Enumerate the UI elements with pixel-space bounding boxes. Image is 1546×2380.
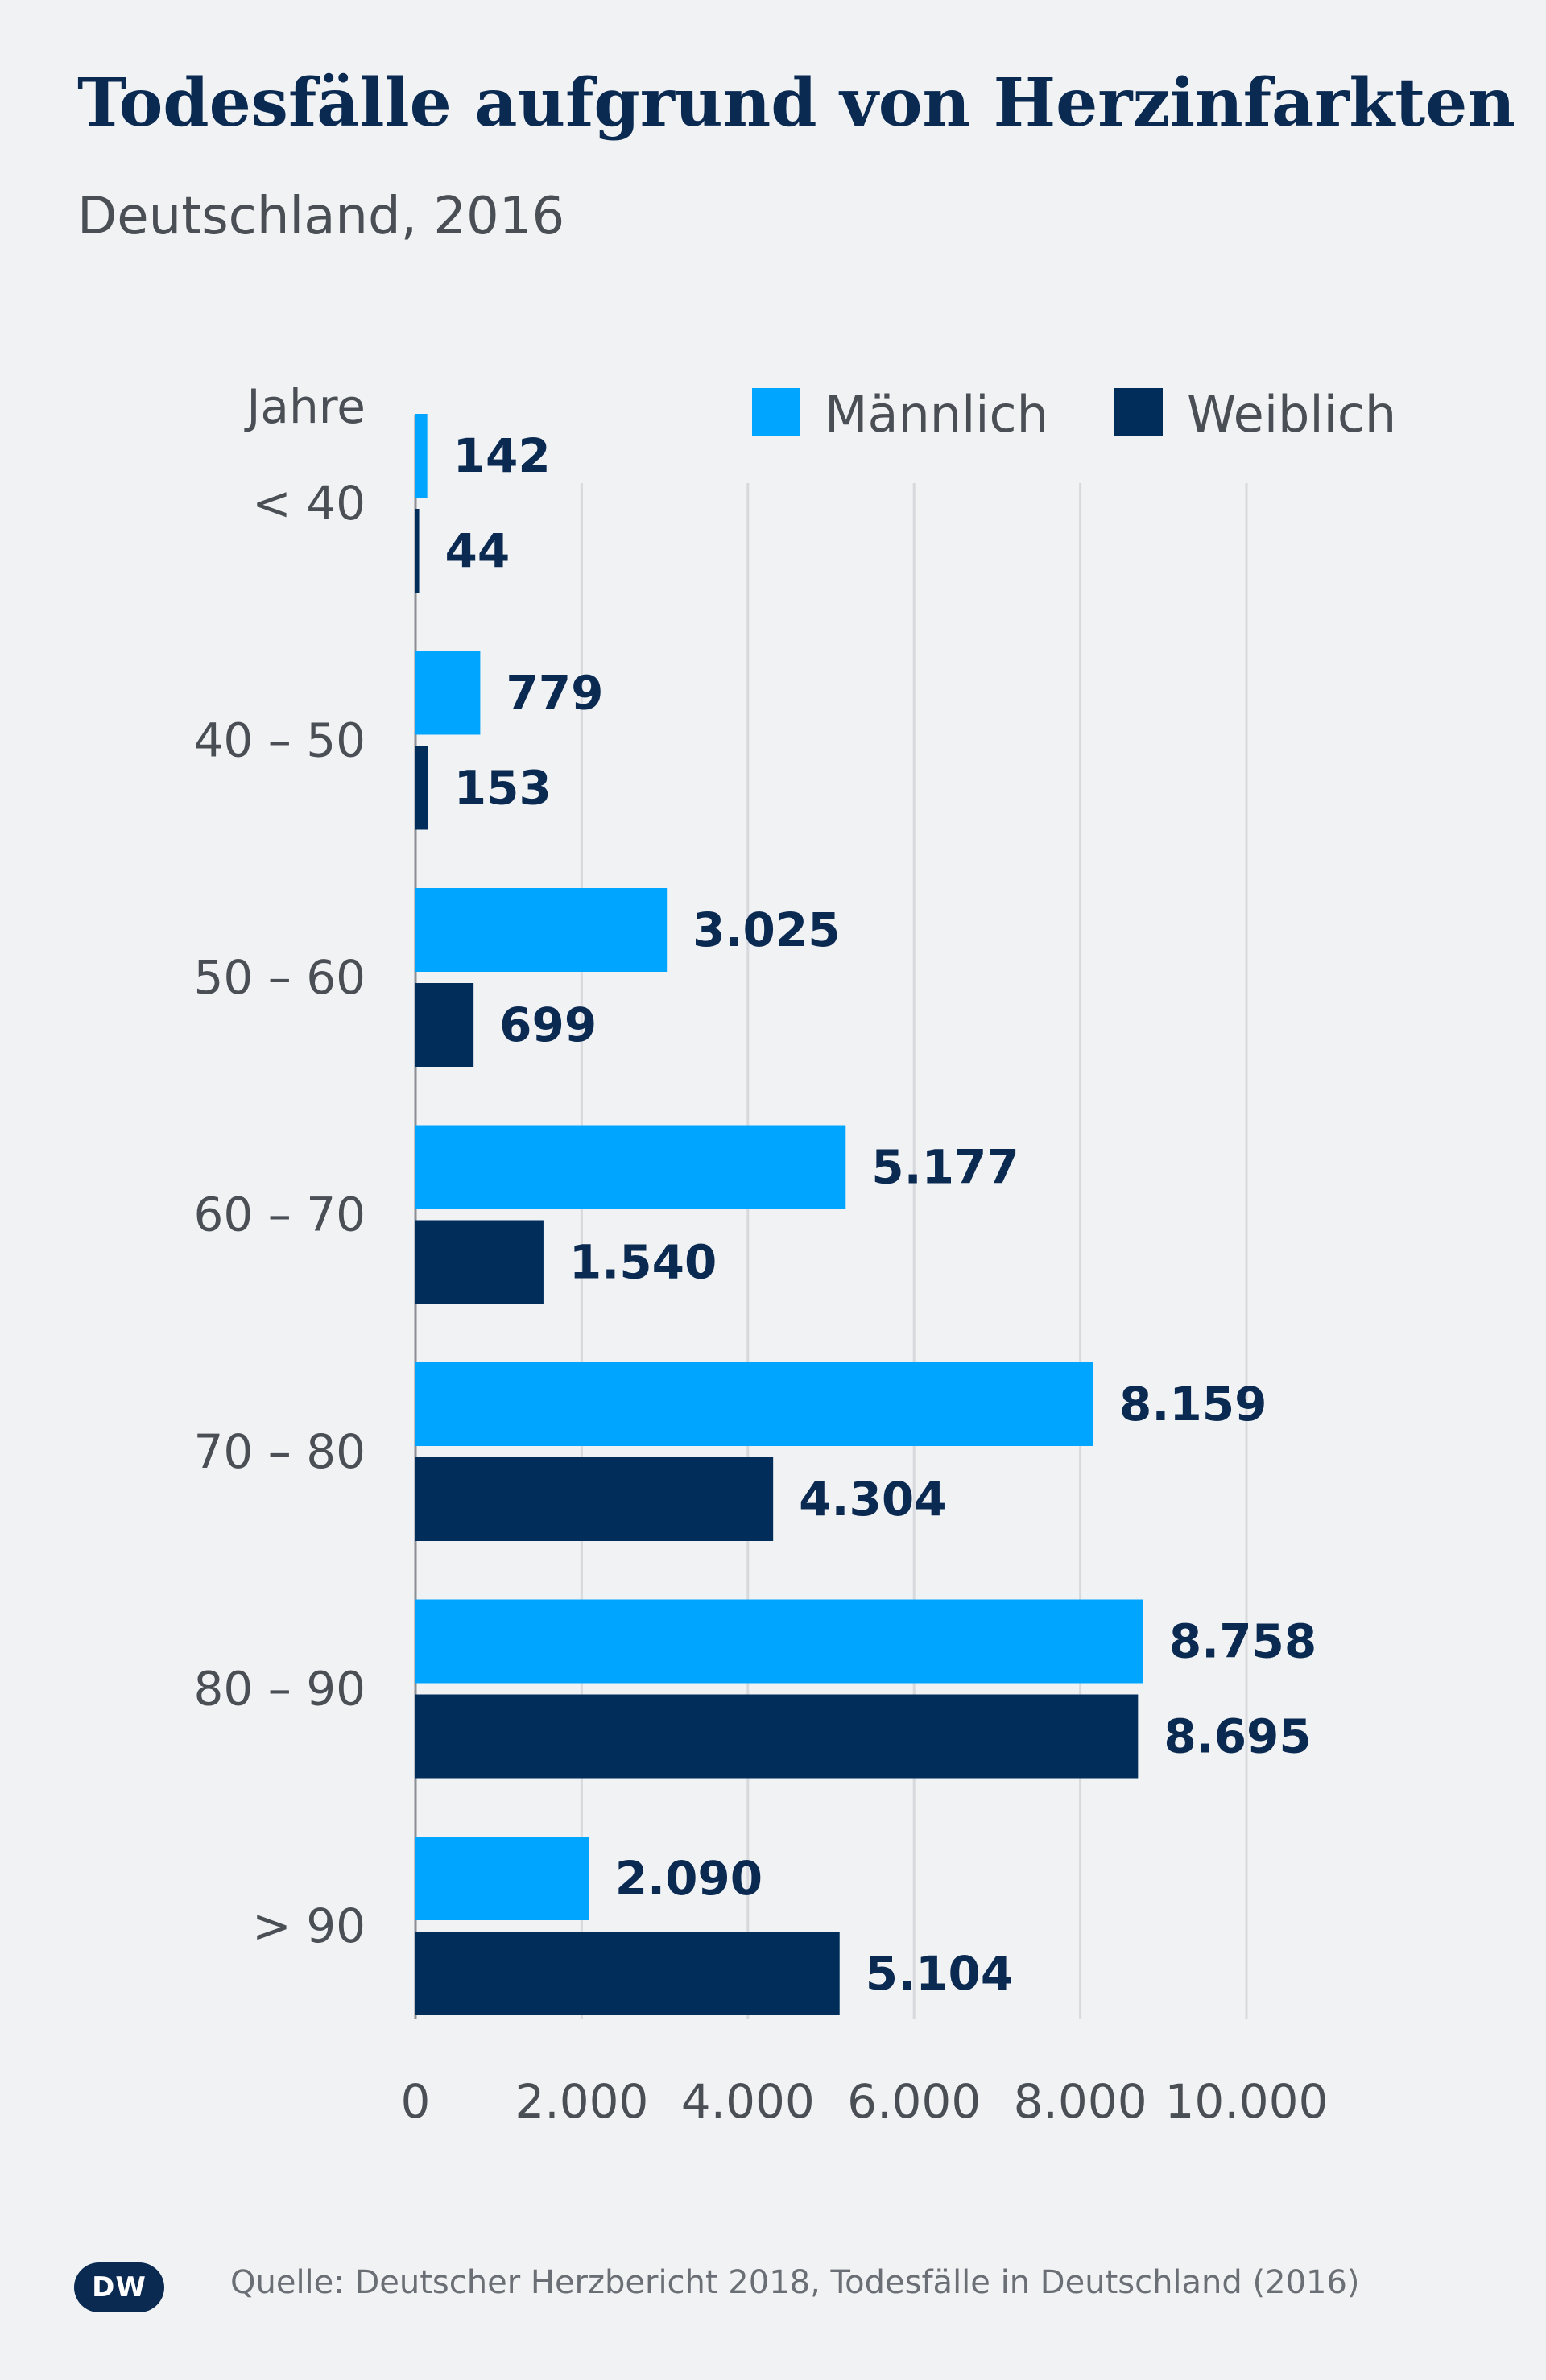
- category-label: > 90: [252, 1899, 366, 1953]
- legend-label: Weiblich: [1187, 385, 1396, 444]
- bar: [415, 888, 668, 972]
- data-label: 779: [506, 666, 603, 721]
- data-label: 5.177: [871, 1140, 1019, 1195]
- bar: [415, 746, 428, 830]
- x-tick-label: 6.000: [847, 2074, 981, 2129]
- data-label: 699: [499, 998, 597, 1052]
- x-tick-label: 10.000: [1165, 2074, 1329, 2129]
- bar: [415, 651, 481, 735]
- chart-subtitle: Deutschland, 2016: [77, 187, 565, 246]
- bar: [415, 1932, 840, 2015]
- bar: [415, 1220, 544, 1304]
- bar-chart: 0 2.000 4.000 6.000 8.000 10.000 Jahre Männlich…: [194, 379, 1397, 2129]
- data-label: 142: [453, 428, 551, 483]
- bar: [415, 1125, 846, 1209]
- legend-label: Männlich: [825, 385, 1048, 444]
- bar: [415, 1837, 589, 1920]
- category-label: 40 – 50: [194, 713, 366, 768]
- category-label: 80 – 90: [194, 1662, 366, 1717]
- data-label: 1.540: [569, 1235, 717, 1290]
- data-label: 153: [454, 761, 552, 816]
- data-label: 8.695: [1164, 1709, 1311, 1764]
- data-label: 2.090: [615, 1851, 763, 1906]
- x-tick-label: 4.000: [681, 2074, 815, 2129]
- legend-swatch: [752, 388, 800, 436]
- data-label: 4.304: [799, 1472, 946, 1527]
- x-tick-label: 0: [401, 2074, 431, 2129]
- category-label: 60 – 70: [194, 1188, 366, 1242]
- dw-logo: DW: [74, 2262, 164, 2312]
- data-label: 8.159: [1119, 1377, 1267, 1432]
- bar: [415, 1457, 774, 1541]
- x-tick-label: 8.000: [1014, 2074, 1147, 2129]
- bar: [415, 1694, 1139, 1779]
- bar: [415, 1599, 1143, 1684]
- bar: [415, 983, 474, 1067]
- category-label: < 40: [252, 476, 366, 531]
- bar: [415, 414, 428, 498]
- source-note: Quelle: Deutscher Herzbericht 2018, Tode…: [230, 2264, 1360, 2301]
- bar: [415, 1362, 1094, 1446]
- data-label: 5.104: [866, 1946, 1013, 2001]
- category-label: 50 – 60: [194, 950, 366, 1005]
- data-label: 8.758: [1169, 1614, 1317, 1669]
- data-label: 3.025: [692, 903, 840, 957]
- legend-swatch: [1114, 388, 1163, 436]
- category-label: 70 – 80: [194, 1424, 366, 1479]
- y-axis-title: Jahre: [244, 379, 366, 434]
- data-label: 44: [445, 523, 511, 578]
- dw-logo-text: DW: [92, 2271, 147, 2304]
- bar: [415, 509, 420, 593]
- x-tick-label: 2.000: [515, 2074, 648, 2129]
- chart-title: Todesfälle aufgrund von Herzinfarkten: [77, 64, 1515, 142]
